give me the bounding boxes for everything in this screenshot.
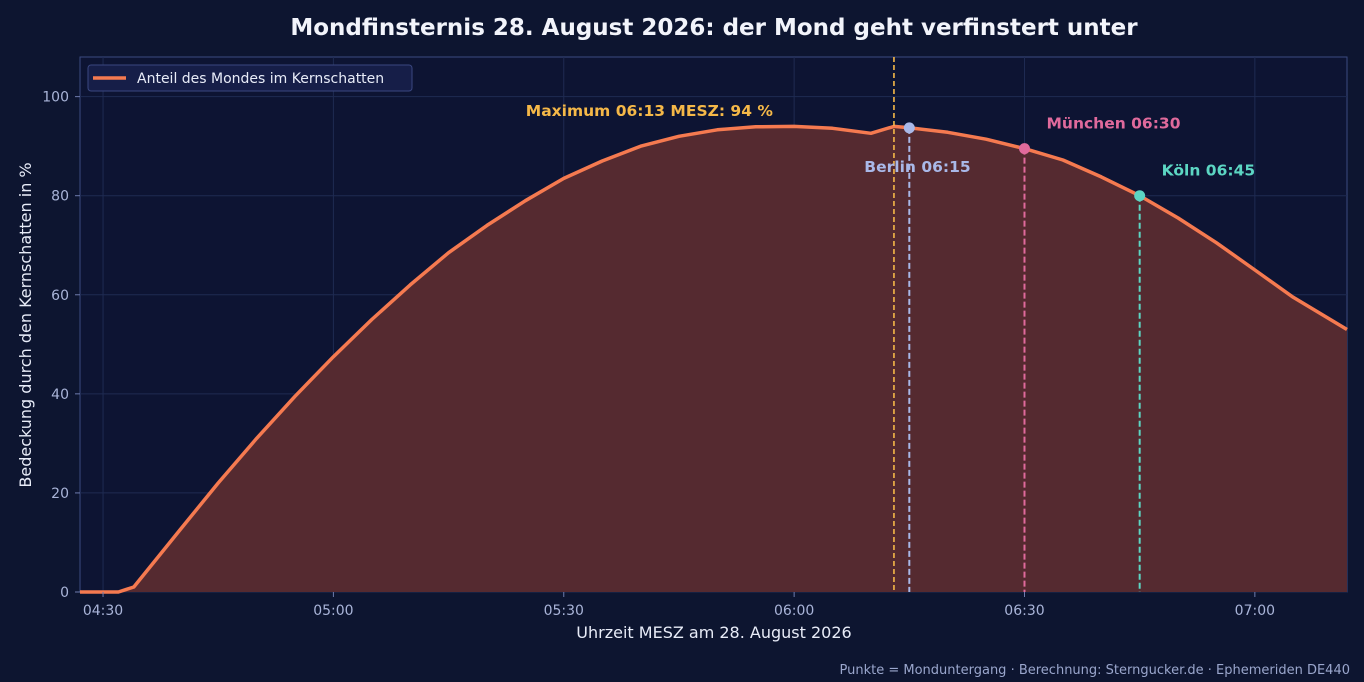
x-tick-label: 05:30 — [544, 603, 584, 619]
coverage-line — [80, 124, 1348, 594]
coverage-fill — [80, 126, 1347, 593]
moonset-point — [1018, 143, 1030, 155]
legend-label: Anteil des Mondes im Kernschatten — [137, 71, 384, 87]
y-tick-label: 60 — [51, 288, 69, 304]
y-tick-label: 80 — [51, 189, 69, 205]
legend: Anteil des Mondes im Kernschatten — [87, 64, 413, 92]
footnote: Punkte = Monduntergang · Berechnung: Ste… — [840, 663, 1351, 678]
moonset-label: Köln 06:45 — [1162, 162, 1255, 180]
marker-lines — [893, 57, 1141, 592]
chart-title: Mondfinsternis 28. August 2026: der Mond… — [290, 15, 1138, 41]
moonset-point — [1134, 190, 1146, 202]
x-tick-label: 06:30 — [1004, 603, 1044, 619]
y-tick-label: 100 — [42, 90, 69, 106]
moonset-points — [903, 122, 1146, 202]
x-tick-label: 05:00 — [313, 603, 353, 619]
y-tick-label: 20 — [51, 486, 69, 502]
axis-ticks: 04:30 05:00 05:30 06:00 06:30 07:00 0 20 40 60 80 1… — [42, 90, 1275, 619]
y-axis-label: Bedeckung durch den Kernschatten in % — [16, 162, 35, 487]
x-tick-label: 06:00 — [774, 603, 814, 619]
y-tick-label: 40 — [51, 387, 69, 403]
x-tick-label: 04:30 — [83, 603, 123, 619]
moonset-point — [903, 122, 915, 134]
maximum-label: Maximum 06:13 MESZ: 94 % — [526, 102, 774, 120]
moonset-label: München 06:30 — [1046, 115, 1180, 133]
coverage-area — [80, 124, 1348, 594]
x-axis-label: Uhrzeit MESZ am 28. August 2026 — [576, 623, 851, 642]
annotations: Berlin 06:15 München 06:30 Köln 06:45 Maxim… — [526, 102, 1255, 180]
y-tick-label: 0 — [60, 585, 69, 601]
x-tick-label: 07:00 — [1235, 603, 1275, 619]
moonset-label: Berlin 06:15 — [864, 158, 970, 176]
legend-box — [87, 64, 413, 92]
